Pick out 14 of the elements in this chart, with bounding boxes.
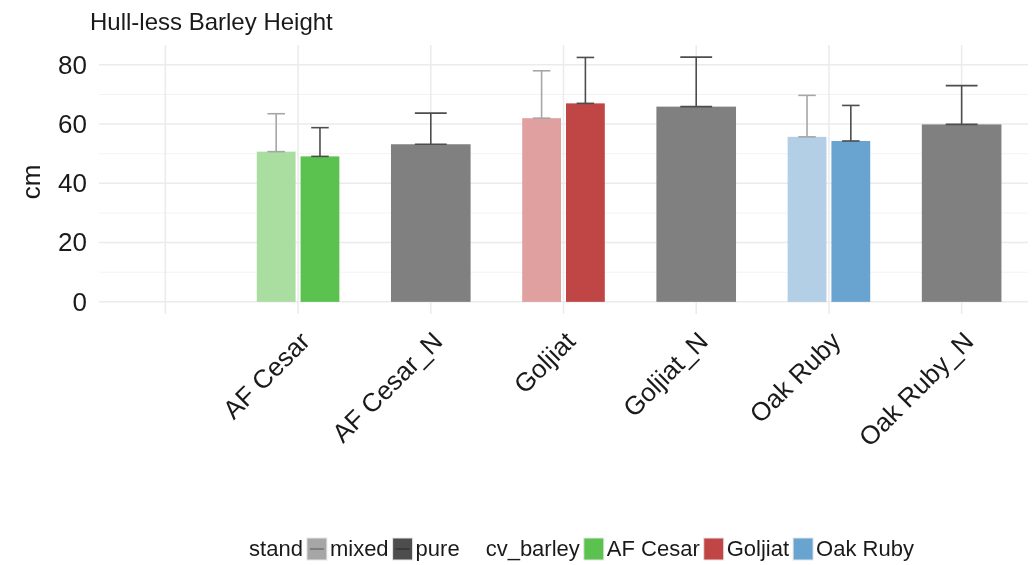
legend-label: Oak Ruby xyxy=(816,536,914,561)
y-tick-label: 80 xyxy=(58,49,87,80)
legend-label: pure xyxy=(415,536,460,561)
text: stand xyxy=(249,536,303,561)
legend-label: Goljiat xyxy=(726,536,790,561)
text: cv_barley xyxy=(485,536,580,561)
y-tick-label: 0 xyxy=(72,286,87,317)
legend-label: mixed xyxy=(329,536,389,561)
y-tick-label: 20 xyxy=(58,227,87,258)
y-axis-title: cm xyxy=(16,164,46,200)
legend-label: AF Cesar xyxy=(606,536,700,561)
chart-title: Hull-less Barley Height xyxy=(90,8,334,35)
y-tick-label: 40 xyxy=(58,168,87,199)
y-tick-label: 60 xyxy=(58,108,87,139)
